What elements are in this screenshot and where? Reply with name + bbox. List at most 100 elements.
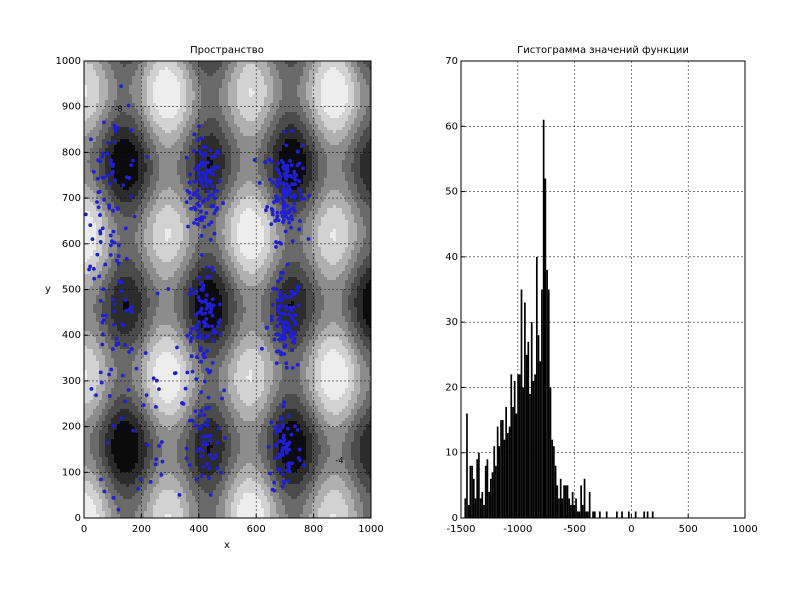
- scatter-point: [285, 262, 290, 267]
- histogram-bars: [464, 119, 654, 518]
- scatter-point: [100, 175, 105, 180]
- scatter-point: [268, 471, 272, 476]
- scatter-point: [144, 393, 149, 398]
- scatter-point: [88, 264, 93, 269]
- scatter-point: [197, 196, 202, 200]
- scatter-point: [195, 355, 199, 360]
- histogram-bar: [539, 361, 542, 518]
- scatter-point: [299, 192, 304, 197]
- histogram-bar: [515, 413, 518, 518]
- scatter-point: [143, 351, 148, 355]
- scatter-point: [286, 413, 291, 418]
- scatter-point: [289, 214, 294, 219]
- scatter-point: [290, 239, 295, 244]
- histogram-bar: [513, 380, 516, 518]
- histogram-plot-area: -1500 -1000 -500 0 500 1000 0 10 20 30 40 50 60 70: [445, 56, 757, 535]
- scatter-point: [209, 220, 214, 225]
- histogram-x-tick-label: 500: [679, 524, 698, 535]
- scatter-point: [199, 359, 204, 364]
- scatter-point: [217, 302, 222, 307]
- scatter-point: [210, 338, 215, 343]
- scatter-point: [276, 308, 280, 313]
- scatter-point: [212, 189, 217, 194]
- scatter-point: [290, 217, 295, 222]
- scatter-point: [218, 332, 223, 337]
- scatter-point: [221, 201, 225, 206]
- scatter-point: [287, 447, 292, 452]
- scatter-point: [289, 225, 294, 230]
- histogram-bar: [605, 511, 608, 518]
- scatter-point: [208, 310, 213, 314]
- scatter-point: [194, 326, 199, 331]
- scatter-point: [280, 191, 285, 196]
- scatter-point: [277, 452, 282, 457]
- scatter-point: [276, 349, 281, 354]
- scatter-point: [286, 467, 291, 472]
- scatter-point: [116, 254, 121, 258]
- scatter-point: [109, 367, 114, 372]
- scatter-point: [130, 347, 134, 351]
- scatter-point: [270, 207, 275, 212]
- contour-y-tick-label: 1000: [56, 56, 81, 67]
- contour-y-tick-label: 200: [62, 422, 81, 433]
- scatter-point: [201, 464, 205, 469]
- scatter-point: [272, 488, 277, 493]
- scatter-point: [197, 204, 202, 208]
- scatter-point: [187, 292, 192, 297]
- scatter-point: [112, 322, 116, 327]
- scatter-point: [198, 280, 203, 285]
- scatter-point: [274, 429, 279, 434]
- scatter-point: [286, 191, 291, 196]
- scatter-point: [192, 179, 197, 184]
- scatter-point: [278, 467, 283, 472]
- scatter-point: [283, 343, 288, 348]
- scatter-point: [284, 450, 289, 454]
- scatter-point: [216, 426, 221, 430]
- histogram-bar: [527, 341, 530, 518]
- scatter-point: [121, 323, 126, 328]
- scatter-point: [190, 369, 195, 374]
- scatter-point: [128, 194, 133, 199]
- scatter-point: [98, 370, 103, 375]
- scatter-point: [210, 360, 215, 365]
- scatter-point: [296, 288, 300, 293]
- scatter-point: [119, 416, 124, 420]
- scatter-point: [99, 380, 104, 385]
- histogram-bar: [498, 446, 501, 518]
- scatter-point: [282, 201, 286, 206]
- scatter-point: [293, 177, 298, 182]
- scatter-point: [196, 163, 201, 168]
- scatter-point: [138, 477, 143, 482]
- histogram-bar: [580, 485, 582, 518]
- scatter-point: [215, 149, 220, 154]
- histogram-bar: [544, 178, 547, 518]
- scatter-point: [280, 445, 285, 450]
- scatter-point: [148, 479, 153, 484]
- scatter-point: [108, 161, 113, 166]
- scatter-point: [269, 314, 274, 319]
- histogram-bar: [508, 426, 511, 518]
- scatter-point: [222, 436, 227, 441]
- histogram-bar: [643, 511, 646, 518]
- scatter-point: [208, 237, 213, 242]
- scatter-point: [129, 304, 133, 309]
- scatter-point: [192, 132, 197, 137]
- scatter-point: [278, 174, 283, 179]
- scatter-point: [276, 218, 281, 223]
- scatter-point: [279, 352, 283, 357]
- scatter-point: [88, 223, 93, 228]
- scatter-point: [295, 285, 300, 290]
- scatter-point: [199, 233, 204, 238]
- scatter-point: [197, 275, 201, 280]
- histogram-bar: [522, 387, 525, 518]
- scatter-point: [95, 176, 100, 181]
- scatter-point: [204, 293, 209, 298]
- histogram-bar: [469, 465, 472, 518]
- scatter-point: [194, 477, 199, 482]
- histogram-bar: [554, 465, 557, 518]
- scatter-point: [198, 413, 202, 418]
- scatter-point: [105, 173, 110, 178]
- histogram-y-tick-label: 40: [445, 252, 458, 263]
- histogram-bar: [646, 511, 649, 518]
- scatter-point: [199, 160, 204, 165]
